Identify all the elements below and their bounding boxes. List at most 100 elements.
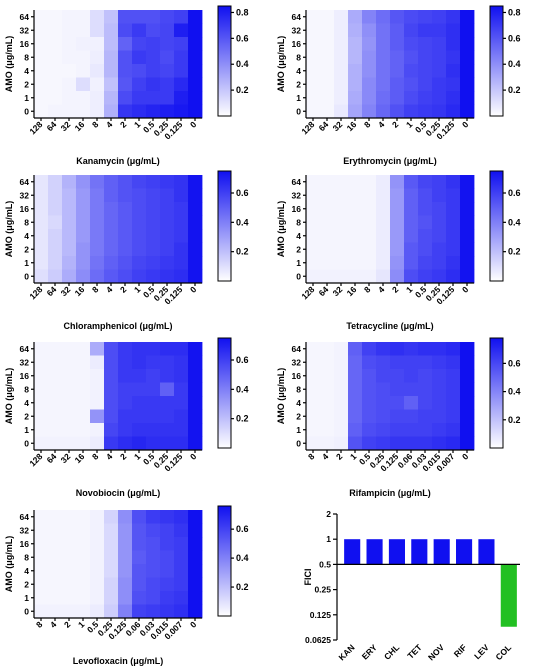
x-tick-label: 2	[390, 119, 401, 130]
heatmap-cell	[48, 510, 63, 524]
colorbar-tick-label: 0.4	[236, 59, 249, 69]
heatmap-cell	[90, 229, 105, 243]
heatmap-cell	[404, 188, 419, 203]
y-tick-label: 4	[296, 231, 301, 241]
y-tick-label: 1	[296, 258, 301, 268]
fici-bar-chart: 0.0625 0.125 0.25 0.5 1 2 FICI KAN ERY CHL TET NOV R…	[303, 509, 520, 662]
heatmap-cell	[188, 23, 203, 38]
heatmap-cell	[118, 202, 133, 216]
heatmap-cell	[188, 77, 203, 92]
y-axis-label: AMO (μg/mL)	[4, 36, 14, 93]
heatmap-cell	[48, 175, 63, 189]
y-tick-label: 1	[24, 258, 29, 268]
heatmap-cell	[76, 37, 91, 51]
x-tick-label: 64	[317, 119, 331, 133]
heatmap-cell	[362, 23, 377, 38]
heatmap-cell	[446, 175, 461, 189]
heatmap-cell	[160, 50, 175, 65]
heatmap-cell	[104, 409, 119, 424]
heatmap-cell	[320, 342, 335, 356]
heatmap-cell	[90, 342, 105, 356]
heatmap-cell	[34, 175, 49, 189]
heatmap-cell	[376, 50, 391, 65]
heatmap-cell	[34, 564, 49, 578]
x-tick-label: 64	[45, 451, 59, 465]
heatmap-cell	[62, 382, 77, 397]
heatmap-cell	[390, 188, 405, 203]
heatmap-cell	[188, 91, 203, 105]
heatmap-cell	[118, 537, 133, 551]
heatmap-cell	[160, 436, 175, 451]
heatmap-cell	[160, 342, 175, 356]
heatmap-cell	[48, 396, 63, 410]
y-tick-label: 32	[292, 25, 302, 35]
heatmap-cell	[404, 355, 419, 370]
heatmap-cell	[460, 396, 475, 410]
heatmap-cell	[362, 256, 377, 270]
heatmap-cell	[418, 188, 433, 203]
heatmap-cell	[146, 91, 161, 105]
heatmap-cell	[362, 355, 377, 370]
heatmap-cell	[390, 256, 405, 270]
heatmap-cell	[160, 202, 175, 216]
heatmap-cell	[362, 242, 377, 257]
heatmap-cell	[362, 382, 377, 397]
heatmap-cell	[320, 37, 335, 51]
heatmap-cell	[132, 77, 147, 92]
heatmap-cell	[48, 577, 63, 592]
heatmap-cell	[460, 77, 475, 92]
heatmap-cell	[160, 604, 175, 619]
heatmap-cell	[160, 355, 175, 370]
heatmap-cell	[376, 23, 391, 38]
heatmap-cell	[432, 229, 447, 243]
heatmap-cell	[188, 202, 203, 216]
heatmap-cell	[132, 175, 147, 189]
y-tick-label: 32	[20, 190, 30, 200]
heatmap-cell	[188, 523, 203, 538]
heatmap-cell	[174, 10, 189, 24]
heatmap-cell	[306, 23, 321, 38]
heatmap-cell	[348, 269, 363, 284]
heatmap-cell	[76, 409, 91, 424]
heatmap-cell	[76, 550, 91, 565]
y-tick-label: 2	[296, 411, 301, 421]
heatmap-cell	[90, 591, 105, 605]
y-tick-label: 0.0625	[305, 635, 331, 645]
x-tick-label: 128	[299, 284, 316, 301]
heatmap-cell	[62, 256, 77, 270]
heatmap-cell	[460, 355, 475, 370]
heatmap-cell	[118, 577, 133, 592]
heatmap-cell	[404, 23, 419, 38]
y-tick-label: 64	[292, 177, 302, 187]
heatmap-cell	[174, 550, 189, 565]
x-tick-label: 32	[331, 119, 345, 133]
heatmap-cell	[62, 396, 77, 410]
heatmap-cell	[62, 523, 77, 538]
heatmap-cell	[48, 382, 63, 397]
heatmap-cell	[404, 342, 419, 356]
heatmap-cell	[320, 104, 335, 119]
heatmap-cell	[174, 50, 189, 65]
heatmap-cell	[160, 64, 175, 78]
heatmap-cell	[48, 604, 63, 619]
y-tick-label: 2	[24, 79, 29, 89]
heatmap-cell	[390, 242, 405, 257]
heatmap-cell	[306, 215, 321, 230]
heatmap-cell	[376, 342, 391, 356]
heatmap-cell	[348, 202, 363, 216]
heatmap-cell	[376, 10, 391, 24]
heatmap-cell	[390, 175, 405, 189]
heatmap-cell	[362, 10, 377, 24]
heatmap-cell	[104, 77, 119, 92]
heatmap-cell	[104, 369, 119, 383]
colorbar-tick-label: 0.4	[508, 387, 521, 397]
heatmap-cell	[404, 175, 419, 189]
y-tick-label: 2	[24, 579, 29, 589]
heatmap-cell	[432, 77, 447, 92]
heatmap-cell	[132, 550, 147, 565]
x-tick-label: 0	[188, 451, 199, 462]
y-tick-label: 0	[24, 438, 29, 448]
heatmap-cell	[390, 369, 405, 383]
heatmap-cell	[188, 369, 203, 383]
heatmap-cell	[306, 382, 321, 397]
